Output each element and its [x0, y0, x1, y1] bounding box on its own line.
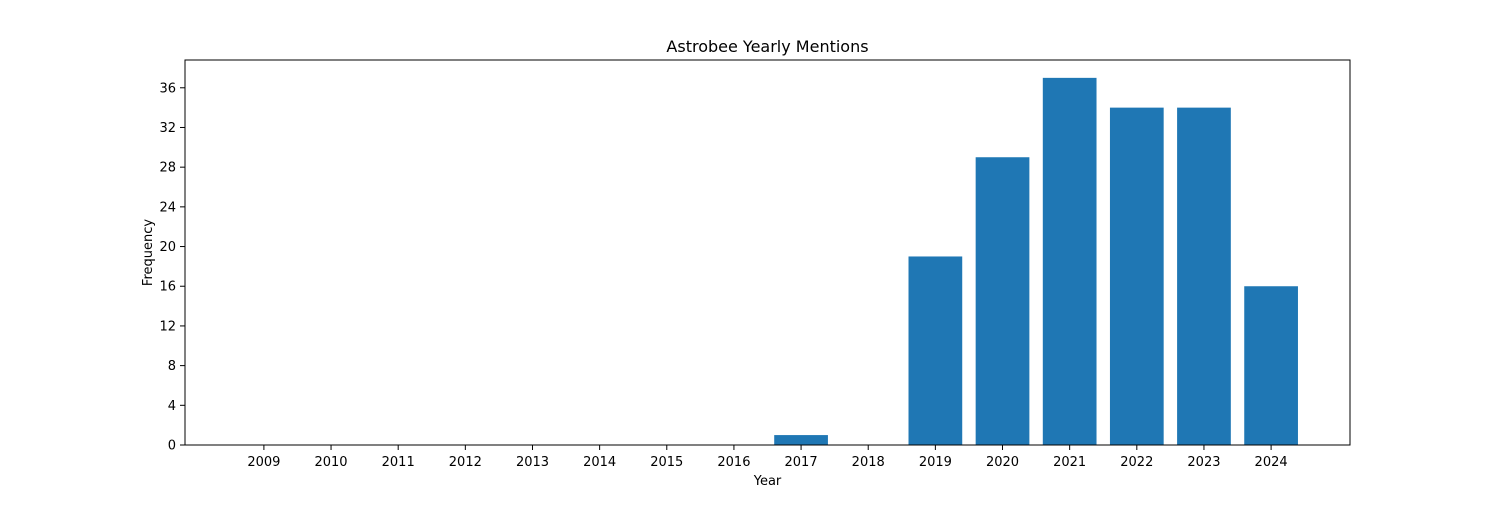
x-tick-label: 2022 [1120, 455, 1153, 470]
y-tick-label: 16 [159, 280, 176, 295]
bar-2024 [1244, 286, 1298, 445]
x-tick-label: 2013 [516, 455, 549, 470]
bar-2022 [1109, 107, 1164, 445]
y-tick-label: 36 [159, 81, 176, 96]
x-tick-label: 2018 [852, 455, 885, 470]
y-tick-label: 32 [159, 121, 176, 136]
y-tick-label: 8 [168, 359, 176, 374]
x-tick-label: 2017 [785, 455, 818, 470]
bar-series [774, 77, 1298, 446]
y-tick-label: 24 [159, 200, 176, 215]
x-tick-label: 2012 [449, 455, 482, 470]
bar-2023 [1177, 107, 1231, 445]
y-axis-ticks: 0 4 8 12 16 20 24 28 32 36 [159, 81, 185, 454]
bar-2017 [774, 435, 828, 445]
y-tick-label: 28 [159, 161, 176, 176]
x-tick-label: 2011 [382, 455, 415, 470]
y-tick-label: 20 [159, 240, 176, 255]
x-tick-label: 2014 [583, 455, 616, 470]
bar-2021 [1042, 77, 1097, 446]
x-tick-label: 2024 [1255, 455, 1288, 470]
y-tick-label: 0 [168, 439, 176, 454]
x-tick-label: 2021 [1053, 455, 1086, 470]
x-tick-label: 2020 [986, 455, 1019, 470]
x-axis-ticks: 2009 2010 2011 2012 2013 2014 2015 2016 2017 2018… [247, 445, 1288, 470]
x-tick-label: 2019 [919, 455, 952, 470]
x-tick-label: 2015 [650, 455, 683, 470]
plot-area-background [185, 60, 1350, 445]
x-tick-label: 2016 [717, 455, 750, 470]
bar-2020 [975, 157, 1030, 446]
bar-2019 [908, 256, 963, 445]
x-axis-label: Year [753, 474, 782, 489]
y-axis-label: Frequency [141, 219, 156, 286]
x-tick-label: 2023 [1187, 455, 1220, 470]
plot-frame [184, 59, 1351, 446]
y-tick-label: 4 [168, 399, 176, 414]
chart-title: Astrobee Yearly Mentions [666, 37, 868, 56]
x-tick-label: 2009 [247, 455, 280, 470]
y-tick-label: 12 [159, 319, 176, 334]
x-tick-label: 2010 [314, 455, 347, 470]
